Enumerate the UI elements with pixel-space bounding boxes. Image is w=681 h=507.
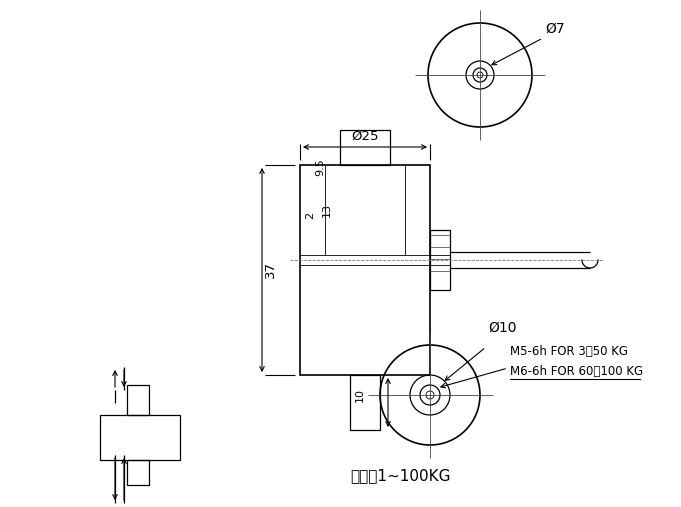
Bar — [127, 385, 149, 415]
Bar — [127, 460, 149, 485]
Bar — [340, 130, 390, 165]
Text: 量程：1~100KG: 量程：1~100KG — [350, 468, 451, 483]
Text: M5-6h FOR 3～50 KG: M5-6h FOR 3～50 KG — [510, 345, 628, 358]
Bar — [300, 165, 430, 375]
Text: 13: 13 — [322, 203, 332, 217]
Text: 37: 37 — [264, 262, 276, 278]
Text: Ø10: Ø10 — [488, 321, 516, 335]
Bar — [350, 375, 380, 430]
Text: 10: 10 — [355, 388, 365, 402]
Text: 2: 2 — [305, 211, 315, 219]
Text: Ø25: Ø25 — [351, 130, 379, 143]
Bar — [430, 230, 450, 290]
Text: Ø7: Ø7 — [545, 22, 565, 36]
Bar — [100, 415, 180, 460]
Text: M6-6h FOR 60～100 KG: M6-6h FOR 60～100 KG — [510, 365, 643, 378]
Text: 9.5: 9.5 — [315, 158, 325, 176]
